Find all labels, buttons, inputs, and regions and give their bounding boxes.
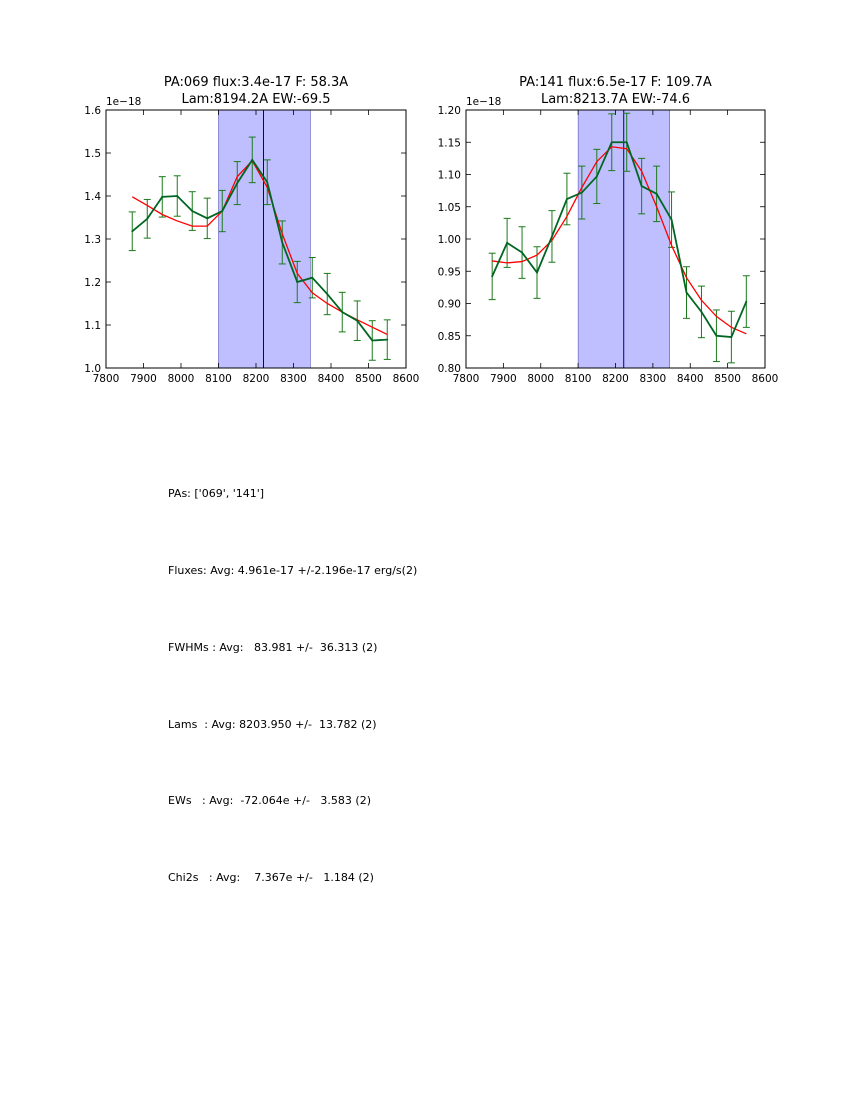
plot-area bbox=[128, 136, 391, 361]
chart-title-line1: PA:141 flux:6.5e-17 F: 109.7A bbox=[519, 75, 712, 90]
x-tick-label: 8300 bbox=[640, 373, 667, 385]
chart-title-line1: PA:069 flux:3.4e-17 F: 58.3A bbox=[164, 75, 348, 90]
data-line bbox=[131, 158, 388, 342]
x-tick-label: 8400 bbox=[677, 373, 704, 385]
data-point bbox=[236, 182, 239, 185]
x-tick-label: 8600 bbox=[393, 373, 420, 385]
summary-fluxes: Fluxes: Avg: 4.961e-17 +/-2.196e-17 erg/… bbox=[168, 563, 418, 577]
x-tick-label: 8300 bbox=[280, 373, 307, 385]
data-point bbox=[311, 276, 314, 279]
x-tick-label: 7900 bbox=[130, 373, 157, 385]
data-point bbox=[715, 334, 718, 337]
x-tick-label: 8100 bbox=[565, 373, 592, 385]
data-point bbox=[386, 338, 389, 341]
y-tick-label: 1.1 bbox=[84, 320, 101, 332]
y-tick-label: 1.5 bbox=[84, 148, 101, 160]
x-tick-label: 8000 bbox=[168, 373, 195, 385]
chart-title-line2: Lam:8194.2A EW:-69.5 bbox=[181, 92, 330, 107]
data-point bbox=[206, 217, 209, 220]
data-point bbox=[131, 230, 134, 233]
data-point bbox=[326, 293, 329, 295]
chart-panel-1: 7800 7900 8000 8100 8200 8300 8400 8500 8600 1.0 1… bbox=[84, 75, 419, 385]
data-point bbox=[191, 210, 194, 212]
model-line bbox=[492, 146, 747, 335]
data-point bbox=[745, 300, 748, 303]
x-tick-label: 7800 bbox=[453, 373, 480, 385]
data-point bbox=[356, 319, 359, 322]
data-point bbox=[640, 185, 643, 188]
y-tick-label: 1.10 bbox=[438, 170, 461, 182]
data-point bbox=[281, 241, 284, 244]
x-tick-label: 8100 bbox=[205, 373, 232, 385]
data-point bbox=[146, 217, 149, 220]
summary-pas: PAs: ['069', '141'] bbox=[168, 487, 265, 501]
x-tick-label: 7900 bbox=[490, 373, 517, 385]
data-point bbox=[161, 195, 164, 198]
data-point bbox=[296, 281, 299, 283]
y-tick-label: 1.2 bbox=[84, 277, 101, 289]
summary-fwhms: FWHMs : Avg: 83.981 +/- 36.313 (2) bbox=[168, 640, 378, 654]
summary-chi2s: Chi2s : Avg: 7.367e +/- 1.184 (2) bbox=[168, 871, 374, 885]
y-tick-label: 1.00 bbox=[438, 234, 461, 246]
x-tick-label: 7800 bbox=[93, 373, 120, 385]
y-tick-label: 1.4 bbox=[84, 191, 101, 203]
data-point bbox=[341, 311, 344, 313]
y-tick-label: 1.3 bbox=[84, 234, 101, 246]
chart-title-line2: Lam:8213.7A EW:-74.6 bbox=[541, 92, 690, 107]
summary-lams: Lams : Avg: 8203.950 +/- 13.782 (2) bbox=[168, 717, 377, 731]
data-point bbox=[491, 275, 494, 278]
data-line bbox=[491, 141, 748, 338]
data-point bbox=[371, 339, 374, 342]
data-point bbox=[536, 271, 538, 274]
y-tick-label: 0.85 bbox=[438, 331, 461, 343]
y-tick-label: 1.6 bbox=[84, 105, 101, 117]
x-tick-label: 8600 bbox=[752, 373, 779, 385]
data-point bbox=[700, 310, 703, 313]
x-tick-label: 8200 bbox=[602, 373, 629, 385]
data-point bbox=[506, 241, 509, 244]
data-point bbox=[580, 191, 583, 194]
y-tick-label: 1.20 bbox=[438, 105, 461, 117]
offset-label: 1e−18 bbox=[466, 96, 501, 108]
data-point bbox=[595, 175, 598, 178]
data-point bbox=[266, 181, 269, 184]
x-tick-label: 8200 bbox=[243, 373, 270, 385]
data-point bbox=[521, 251, 523, 254]
offset-label: 1e−18 bbox=[106, 96, 141, 108]
chart-panel-2: 7800 7900 8000 8100 8200 8300 8400 8500 8600 0.80… bbox=[438, 75, 779, 385]
plot-area bbox=[488, 112, 750, 364]
data-point bbox=[670, 218, 673, 221]
y-tick-label: 0.95 bbox=[438, 266, 461, 278]
data-point bbox=[625, 141, 628, 144]
summary-block: PAs: ['069', '141'] Fluxes: Avg: 4.961e-… bbox=[168, 430, 417, 942]
data-point bbox=[551, 235, 553, 238]
summary-ews: EWs : Avg: -72.064e +/- 3.583 (2) bbox=[168, 794, 371, 808]
y-tick-label: 1.15 bbox=[438, 137, 461, 149]
data-point bbox=[730, 336, 733, 338]
data-point bbox=[610, 141, 613, 144]
shaded-region bbox=[218, 109, 311, 369]
x-tick-label: 8400 bbox=[318, 373, 345, 385]
data-point bbox=[251, 158, 254, 161]
y-tick-label: 1.0 bbox=[84, 363, 101, 375]
data-point bbox=[685, 291, 688, 294]
data-point bbox=[221, 210, 224, 212]
data-point bbox=[176, 195, 179, 197]
y-tick-label: 0.80 bbox=[438, 363, 461, 375]
y-tick-label: 0.90 bbox=[438, 299, 461, 311]
data-point bbox=[566, 198, 568, 200]
data-point bbox=[655, 192, 658, 195]
x-tick-label: 8500 bbox=[355, 373, 382, 385]
y-tick-label: 1.05 bbox=[438, 202, 461, 214]
x-tick-label: 8500 bbox=[714, 373, 741, 385]
x-tick-label: 8000 bbox=[527, 373, 554, 385]
